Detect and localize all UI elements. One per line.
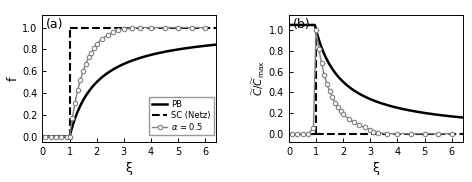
Legend: PB, SC (Netz), $\alpha$ = 0.5: PB, SC (Netz), $\alpha$ = 0.5 <box>149 97 214 135</box>
$\alpha$ = 0.5 <box>121 28 126 30</box>
$\alpha$ = 0.5 <box>75 89 81 91</box>
PB <box>70 125 76 127</box>
$\alpha$ = 0.5 <box>59 135 64 138</box>
PB <box>213 43 219 46</box>
X-axis label: ξ: ξ <box>372 162 379 175</box>
$\alpha$ = 0.5 <box>148 27 154 29</box>
$\alpha$ = 0.5 <box>116 29 121 31</box>
$\alpha$ = 0.5 <box>175 27 181 29</box>
$\alpha$ = 0.5 <box>94 43 100 45</box>
PB <box>40 135 45 138</box>
$\alpha$ = 0.5 <box>110 31 116 33</box>
X-axis label: ξ: ξ <box>126 162 133 175</box>
$\alpha$ = 0.5 <box>72 102 78 104</box>
$\alpha$ = 0.5 <box>64 135 70 138</box>
$\alpha$ = 0.5 <box>99 37 105 40</box>
Y-axis label: $\widetilde{C}/\widetilde{C}_{\rm max}$: $\widetilde{C}/\widetilde{C}_{\rm max}$ <box>251 60 267 96</box>
$\alpha$ = 0.5 <box>137 27 143 29</box>
Text: (a): (a) <box>46 18 63 31</box>
$\alpha$ = 0.5 <box>162 27 168 29</box>
PB <box>210 44 216 46</box>
Y-axis label: f: f <box>7 76 19 80</box>
$\alpha$ = 0.5 <box>86 56 92 58</box>
$\alpha$ = 0.5 <box>42 135 48 138</box>
$\alpha$ = 0.5 <box>189 27 194 29</box>
$\alpha$ = 0.5 <box>69 117 75 119</box>
Line: $\alpha$ = 0.5: $\alpha$ = 0.5 <box>43 25 207 139</box>
$\alpha$ = 0.5 <box>77 79 83 81</box>
$\alpha$ = 0.5 <box>53 135 59 138</box>
$\alpha$ = 0.5 <box>88 52 94 54</box>
PB <box>106 71 112 73</box>
PB <box>114 66 119 69</box>
$\alpha$ = 0.5 <box>48 135 53 138</box>
Line: PB: PB <box>42 45 216 136</box>
$\alpha$ = 0.5 <box>91 47 97 49</box>
PB <box>191 46 197 48</box>
$\alpha$ = 0.5 <box>129 27 135 29</box>
$\alpha$ = 0.5 <box>80 70 86 72</box>
$\alpha$ = 0.5 <box>105 34 110 36</box>
Text: (b): (b) <box>293 18 310 31</box>
PB <box>59 135 65 138</box>
$\alpha$ = 0.5 <box>202 27 208 29</box>
$\alpha$ = 0.5 <box>83 62 89 65</box>
$\alpha$ = 0.5 <box>67 135 72 138</box>
